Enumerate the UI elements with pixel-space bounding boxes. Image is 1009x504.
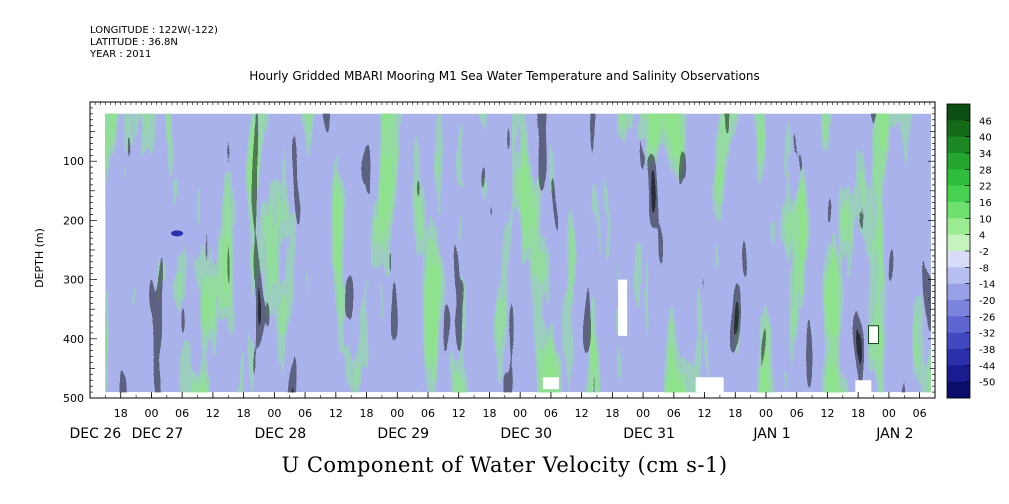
colorbar-tick-label: 22	[979, 182, 992, 193]
colorbar-band	[947, 365, 970, 382]
hour-tick-label: 00	[636, 407, 650, 420]
day-label: DEC 30	[500, 426, 552, 442]
hour-tick-label: 06	[175, 407, 189, 420]
hour-tick-label: 18	[851, 407, 865, 420]
hour-tick-label: 00	[759, 407, 773, 420]
missing-patch	[868, 325, 880, 345]
colorbar-band	[947, 349, 970, 366]
colorbar-tick-label: -38	[979, 345, 995, 356]
variable-label: U Component of Water Velocity (cm s-1)	[281, 453, 728, 477]
hour-tick-label: 00	[513, 407, 527, 420]
colorbar: 46 40 34 28 22 16 10 4 -2 -8 -14 -20 -26 -32 -38 -44 -50	[946, 103, 995, 399]
colorbar-band	[947, 316, 970, 333]
colorbar-tick-label: -20	[979, 296, 995, 307]
colorbar-band	[947, 169, 970, 186]
colorbar-tick-label: -32	[979, 329, 995, 340]
hour-tick-label: 06	[913, 407, 927, 420]
hour-tick-label: 18	[482, 407, 496, 420]
hour-tick-label: 12	[206, 407, 220, 420]
colorbar-tick-label: 34	[979, 149, 992, 160]
hour-tick-label: 12	[452, 407, 466, 420]
colorbar-tick-label: 40	[979, 133, 992, 144]
colorbar-tick-label: 10	[979, 214, 992, 225]
hour-tick-label: 06	[298, 407, 312, 420]
hour-tick-label: 00	[267, 407, 281, 420]
colorbar-band	[947, 185, 970, 203]
colorbar-band	[947, 234, 970, 252]
year-label: YEAR : 2011	[90, 49, 152, 60]
colorbar-band	[947, 300, 970, 317]
colorbar-tick-label: 16	[979, 198, 992, 209]
hour-tick-label: 00	[144, 407, 158, 420]
colorbar-band	[947, 104, 970, 121]
missing-block	[618, 279, 628, 336]
hour-tick-label: 18	[237, 407, 251, 420]
hour-tick-label: 00	[882, 407, 896, 420]
day-label: DEC 29	[377, 426, 429, 442]
day-label: JAN 1	[752, 426, 790, 442]
y-axis-label: DEPTH (m)	[33, 228, 46, 288]
axes: 18 00 06 12 18 00 06 12 18 00 06 12 18 00 06 12 18 00 06 12…	[63, 101, 936, 442]
colorbar-tick-label: -50	[979, 378, 995, 389]
y-tick-label: 300	[63, 274, 84, 287]
chart-title: Hourly Gridded MBARI Mooring M1 Sea Wate…	[249, 69, 760, 83]
colorbar-tick-label: 4	[979, 231, 985, 242]
colorbar-tick-label: -44	[979, 361, 995, 372]
hour-tick-label: 12	[820, 407, 834, 420]
y-tick-label: 500	[63, 392, 84, 405]
y-tick-label: 200	[63, 214, 84, 227]
colorbar-band	[947, 136, 970, 154]
latitude-label: LATITUDE : 36.8N	[90, 37, 178, 48]
field-negative-cores	[105, 113, 931, 393]
colorbar-band	[947, 251, 970, 268]
colorbar-tick-label: 46	[979, 116, 992, 127]
missing-block	[695, 377, 724, 393]
colorbar-band	[947, 267, 970, 284]
day-label: DEC 28	[255, 426, 307, 442]
colorbar-tick-label: 28	[979, 165, 992, 176]
day-label: DEC 26	[70, 426, 122, 442]
y-tick-label: 100	[63, 155, 84, 168]
colorbar-tick-label: -8	[979, 263, 989, 274]
day-label: DEC 31	[623, 426, 675, 442]
missing-block	[542, 377, 559, 390]
hour-tick-label: 06	[667, 407, 681, 420]
longitude-label: LONGITUDE : 122W(-122)	[90, 25, 218, 36]
missing-block	[855, 380, 872, 393]
colorbar-tick-label: -26	[979, 312, 995, 323]
hour-tick-label: 06	[544, 407, 558, 420]
day-label: DEC 27	[132, 426, 184, 442]
heatmap-field	[105, 113, 931, 393]
colorbar-band	[947, 153, 970, 170]
colorbar-band	[947, 381, 970, 399]
hour-tick-label: 06	[790, 407, 804, 420]
colorbar-tick-label: -2	[979, 247, 989, 258]
hour-tick-label: 12	[329, 407, 343, 420]
strong-negative-spot	[171, 230, 184, 237]
hour-tick-label: 00	[390, 407, 404, 420]
hour-tick-label: 18	[360, 407, 374, 420]
day-label: JAN 2	[875, 426, 913, 442]
colorbar-tick-label: -14	[979, 280, 995, 291]
hour-tick-label: 18	[605, 407, 619, 420]
hour-tick-label: 12	[575, 407, 589, 420]
colorbar-band	[947, 202, 970, 219]
y-tick-label: 400	[63, 333, 84, 346]
colorbar-band	[947, 120, 970, 137]
hour-tick-label: 06	[421, 407, 435, 420]
hour-tick-label: 18	[728, 407, 742, 420]
colorbar-band	[947, 332, 970, 350]
colorbar-band	[947, 218, 970, 235]
hour-tick-label: 12	[698, 407, 712, 420]
missing-data-blocks	[542, 279, 880, 393]
hour-tick-label: 18	[114, 407, 128, 420]
colorbar-band	[947, 283, 970, 301]
